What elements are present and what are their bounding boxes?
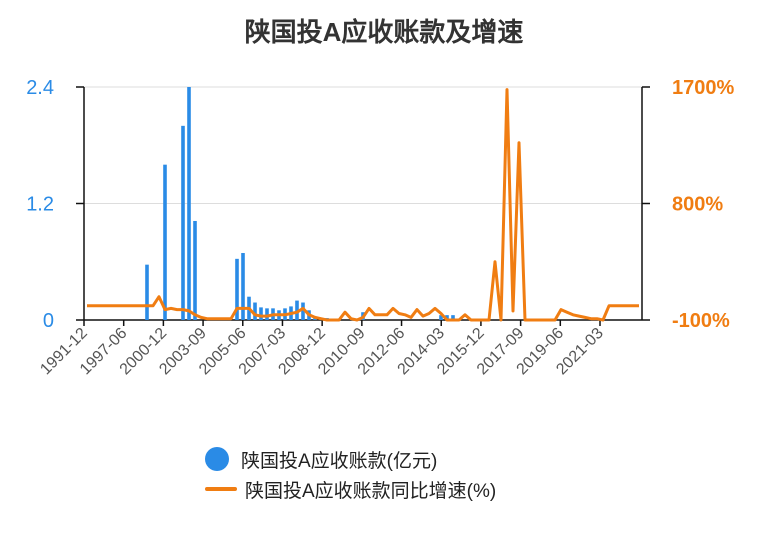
bar bbox=[181, 125, 185, 320]
legend-item-receivables[interactable]: 陕国投A应收账款(亿元) bbox=[205, 444, 496, 474]
bar bbox=[163, 164, 167, 320]
bar bbox=[445, 315, 449, 320]
bar bbox=[295, 300, 299, 320]
right-tick-label: 1700% bbox=[672, 77, 734, 99]
legend-bar-marker-icon bbox=[205, 447, 229, 471]
left-tick-label: 0 bbox=[43, 310, 54, 332]
bar bbox=[145, 264, 149, 320]
bar bbox=[253, 302, 257, 320]
chart-title: 陕国投A应收账款及增速 bbox=[244, 17, 524, 47]
growth-line bbox=[87, 88, 639, 322]
legend-label-receivables: 陕国投A应收账款(亿元) bbox=[241, 450, 438, 472]
legend-line-marker-icon bbox=[205, 487, 237, 491]
bar bbox=[193, 220, 197, 320]
bar bbox=[187, 87, 191, 320]
legend-label-growth: 陕国投A应收账款同比增速(%) bbox=[245, 480, 497, 502]
left-tick-label: 1.2 bbox=[26, 194, 54, 216]
bar bbox=[451, 315, 455, 320]
right-tick-label: -100% bbox=[672, 310, 730, 332]
legend: 陕国投A应收账款(亿元) 陕国投A应收账款同比增速(%) bbox=[205, 444, 496, 504]
bar bbox=[241, 253, 245, 320]
bar bbox=[235, 258, 239, 320]
bar bbox=[265, 308, 269, 320]
bar bbox=[301, 302, 305, 320]
bar bbox=[259, 307, 263, 320]
left-tick-label: 2.4 bbox=[26, 77, 54, 99]
legend-item-growth[interactable]: 陕国投A应收账款同比增速(%) bbox=[205, 474, 496, 504]
bar bbox=[439, 315, 443, 320]
right-tick-label: 800% bbox=[672, 194, 723, 216]
